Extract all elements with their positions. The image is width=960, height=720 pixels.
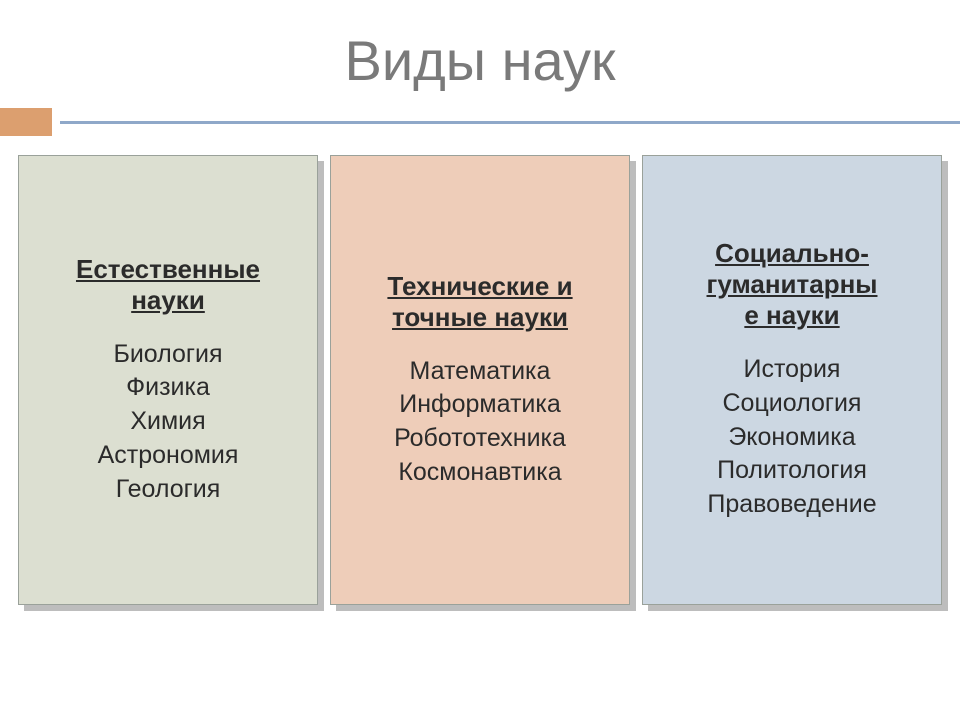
slide: Виды наук Естественныенауки БиологияФизи… [0, 0, 960, 720]
card-item: Физика [98, 371, 239, 405]
card-body: Технические иточные науки МатематикаИнфо… [330, 155, 630, 605]
accent-block [0, 108, 52, 136]
card-items: МатематикаИнформатикаРобототехникаКосмон… [394, 355, 566, 490]
card-item: Экономика [707, 421, 876, 455]
divider [0, 107, 960, 137]
card-item: Космонавтика [394, 456, 566, 490]
card-item: Астрономия [98, 439, 239, 473]
card-heading: Естественныенауки [76, 254, 260, 316]
card-natural: Естественныенауки БиологияФизикаХимияАст… [18, 155, 318, 605]
card-items: ИсторияСоциологияЭкономикаПолитологияПра… [707, 353, 876, 522]
card-item: Социология [707, 387, 876, 421]
card-body: Социально-гуманитарные науки ИсторияСоци… [642, 155, 942, 605]
card-heading: Социально-гуманитарные науки [707, 238, 878, 331]
card-item: Правоведение [707, 488, 876, 522]
card-item: Математика [394, 355, 566, 389]
card-item: Робототехника [394, 422, 566, 456]
card-heading: Технические иточные науки [387, 271, 572, 333]
card-technical: Технические иточные науки МатематикаИнфо… [330, 155, 630, 605]
cards-row: Естественныенауки БиологияФизикаХимияАст… [0, 137, 960, 605]
card-social: Социально-гуманитарные науки ИсторияСоци… [642, 155, 942, 605]
card-item: Химия [98, 405, 239, 439]
card-item: Геология [98, 473, 239, 507]
card-item: Биология [98, 338, 239, 372]
card-item: Политология [707, 454, 876, 488]
slide-title: Виды наук [0, 0, 960, 101]
card-item: Информатика [394, 388, 566, 422]
card-body: Естественныенауки БиологияФизикаХимияАст… [18, 155, 318, 605]
card-items: БиологияФизикаХимияАстрономияГеология [98, 338, 239, 507]
divider-line [60, 121, 960, 124]
card-item: История [707, 353, 876, 387]
